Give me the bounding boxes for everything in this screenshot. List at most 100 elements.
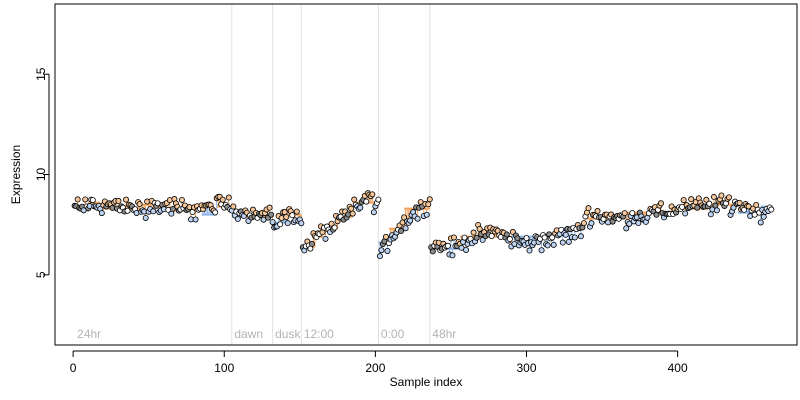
data-point	[688, 196, 695, 203]
data-point	[269, 219, 276, 226]
data-point	[710, 193, 717, 200]
data-point	[178, 196, 185, 203]
data-point	[635, 220, 642, 227]
data-point	[706, 200, 713, 207]
data-point	[283, 213, 290, 220]
data-point	[713, 207, 720, 214]
data-point	[376, 253, 383, 260]
data-point	[577, 233, 584, 240]
data-point	[470, 229, 477, 236]
data-point	[506, 236, 513, 243]
data-point	[124, 207, 131, 214]
data-point	[760, 213, 767, 220]
y-tick-label: 10	[34, 168, 48, 182]
data-point	[629, 210, 636, 217]
x-tick-label: 400	[668, 361, 688, 375]
y-tick-label: 15	[34, 67, 48, 81]
x-tick-label: 300	[516, 361, 536, 375]
data-point	[289, 212, 296, 219]
data-point	[565, 238, 572, 245]
data-point	[514, 235, 521, 242]
data-point	[212, 209, 219, 216]
data-point	[559, 239, 566, 246]
data-point	[718, 192, 725, 199]
data-point	[682, 210, 689, 217]
data-point	[331, 224, 338, 231]
x-axis-title: Sample index	[390, 375, 463, 389]
data-points	[71, 190, 775, 260]
data-point	[407, 217, 414, 224]
data-point	[230, 203, 237, 210]
data-point	[450, 234, 457, 241]
data-point	[136, 201, 143, 208]
data-point	[142, 214, 149, 221]
data-point	[351, 196, 358, 203]
region-label: 0:00	[381, 327, 405, 341]
data-point	[476, 225, 483, 232]
data-point	[488, 232, 495, 239]
data-point	[429, 248, 436, 255]
data-point	[363, 198, 370, 205]
data-point	[623, 225, 630, 232]
data-point	[398, 228, 405, 235]
data-point	[571, 234, 578, 241]
plot-frame	[54, 3, 798, 346]
data-point	[375, 196, 382, 203]
y-axis-title: Expression	[9, 145, 23, 204]
data-point	[293, 208, 300, 215]
x-tick-label: 200	[365, 361, 385, 375]
data-point	[378, 247, 385, 254]
data-point	[266, 204, 273, 211]
data-point	[115, 197, 122, 204]
data-point	[549, 234, 556, 241]
data-point	[284, 220, 291, 227]
region-dividers	[231, 4, 431, 345]
region-label: 48hr	[432, 327, 456, 341]
region-label: 24hr	[77, 327, 101, 341]
data-point	[308, 240, 315, 247]
data-point	[526, 247, 533, 254]
data-point	[653, 211, 660, 218]
data-point	[370, 209, 377, 216]
data-point	[626, 220, 633, 227]
y-axis: 5 10 15	[34, 67, 50, 278]
data-point	[707, 211, 714, 218]
data-point	[268, 211, 275, 218]
x-axis: 0 100 200 300 400	[70, 350, 688, 375]
data-point	[225, 194, 232, 201]
data-point	[369, 191, 376, 198]
data-point	[169, 206, 176, 213]
data-point	[74, 196, 81, 203]
data-point	[461, 234, 468, 241]
data-point	[150, 208, 157, 215]
data-point	[89, 197, 96, 204]
data-point	[219, 196, 226, 203]
x-tick-label: 0	[70, 361, 77, 375]
data-point	[550, 241, 557, 248]
data-point	[425, 201, 432, 208]
data-point	[544, 242, 551, 249]
data-point	[725, 194, 732, 201]
data-point	[580, 220, 587, 227]
data-point	[541, 234, 548, 241]
data-point	[298, 220, 305, 227]
data-point	[82, 196, 89, 203]
data-point	[538, 247, 545, 254]
data-point	[657, 200, 664, 207]
data-point	[503, 231, 510, 238]
data-point	[736, 199, 743, 206]
data-point	[348, 205, 355, 212]
data-point	[328, 220, 335, 227]
data-point	[768, 206, 775, 213]
region-labels: 24hr dawn dusk 12:00 0:00 48hr	[77, 327, 456, 341]
data-point	[588, 220, 595, 227]
data-point	[414, 215, 421, 222]
data-point	[449, 252, 456, 259]
data-point	[349, 210, 356, 217]
data-point	[277, 221, 284, 228]
y-tick-label: 5	[34, 271, 48, 278]
data-point	[463, 246, 470, 253]
data-point	[562, 231, 569, 238]
region-label: dusk	[275, 327, 301, 341]
data-point	[423, 211, 430, 218]
